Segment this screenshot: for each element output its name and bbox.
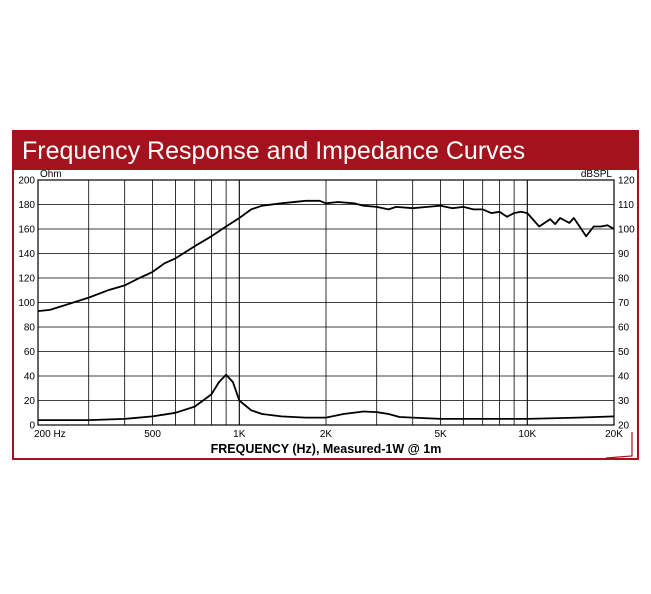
x-tick-label: 5K [434, 429, 447, 440]
chart-title: Frequency Response and Impedance Curves [22, 137, 526, 165]
x-tick-label: 1K [233, 429, 246, 440]
x-tick-label: 200 Hz [34, 429, 66, 440]
left-tick-label: 100 [18, 298, 35, 309]
right-tick-label: 110 [618, 200, 634, 211]
frequency-response-curve [37, 199, 615, 312]
left-tick-label: 180 [18, 200, 35, 211]
right-tick-label: 20 [618, 421, 630, 432]
left-axis-unit: Ohm [40, 169, 62, 180]
left-tick-label: 140 [18, 249, 35, 260]
right-tick-label: 100 [618, 225, 635, 236]
panel-edge-decoration [605, 432, 633, 458]
left-tick-label: 20 [24, 396, 36, 407]
left-tick-label: 40 [24, 372, 36, 383]
left-tick-label: 0 [29, 421, 35, 432]
frequency-response-chart: 0 20 40 60 80 100 120 140 160 180 200 20 30 40 50 60 70 8… [18, 169, 635, 458]
right-tick-label: 80 [618, 274, 630, 285]
title-bar: Frequency Response and Impedance Curves [14, 132, 637, 172]
plot-frame [37, 179, 615, 426]
x-tick-label: 10K [518, 429, 536, 440]
x-axis-label: FREQUENCY (Hz), Measured-1W @ 1m [211, 442, 442, 456]
chart-panel: Frequency Response and Impedance Curves … [12, 130, 639, 460]
left-tick-label: 200 [18, 176, 35, 187]
impedance-curve [38, 373, 615, 421]
x-tick-label: 500 [144, 429, 161, 440]
x-tick-label: 2K [320, 429, 333, 440]
left-tick-label: 120 [18, 274, 35, 285]
right-axis-unit: dBSPL [581, 169, 613, 180]
left-tick-label: 80 [24, 323, 36, 334]
right-tick-label: 70 [618, 298, 630, 309]
x-tick-label: 20K [605, 429, 623, 440]
right-tick-label: 120 [618, 176, 635, 187]
right-tick-label: 30 [618, 396, 630, 407]
right-tick-label: 90 [618, 249, 630, 260]
left-tick-label: 60 [24, 347, 36, 358]
left-tick-label: 160 [18, 225, 35, 236]
right-tick-label: 60 [618, 323, 630, 334]
right-tick-label: 40 [618, 372, 630, 383]
right-tick-label: 50 [618, 347, 630, 358]
